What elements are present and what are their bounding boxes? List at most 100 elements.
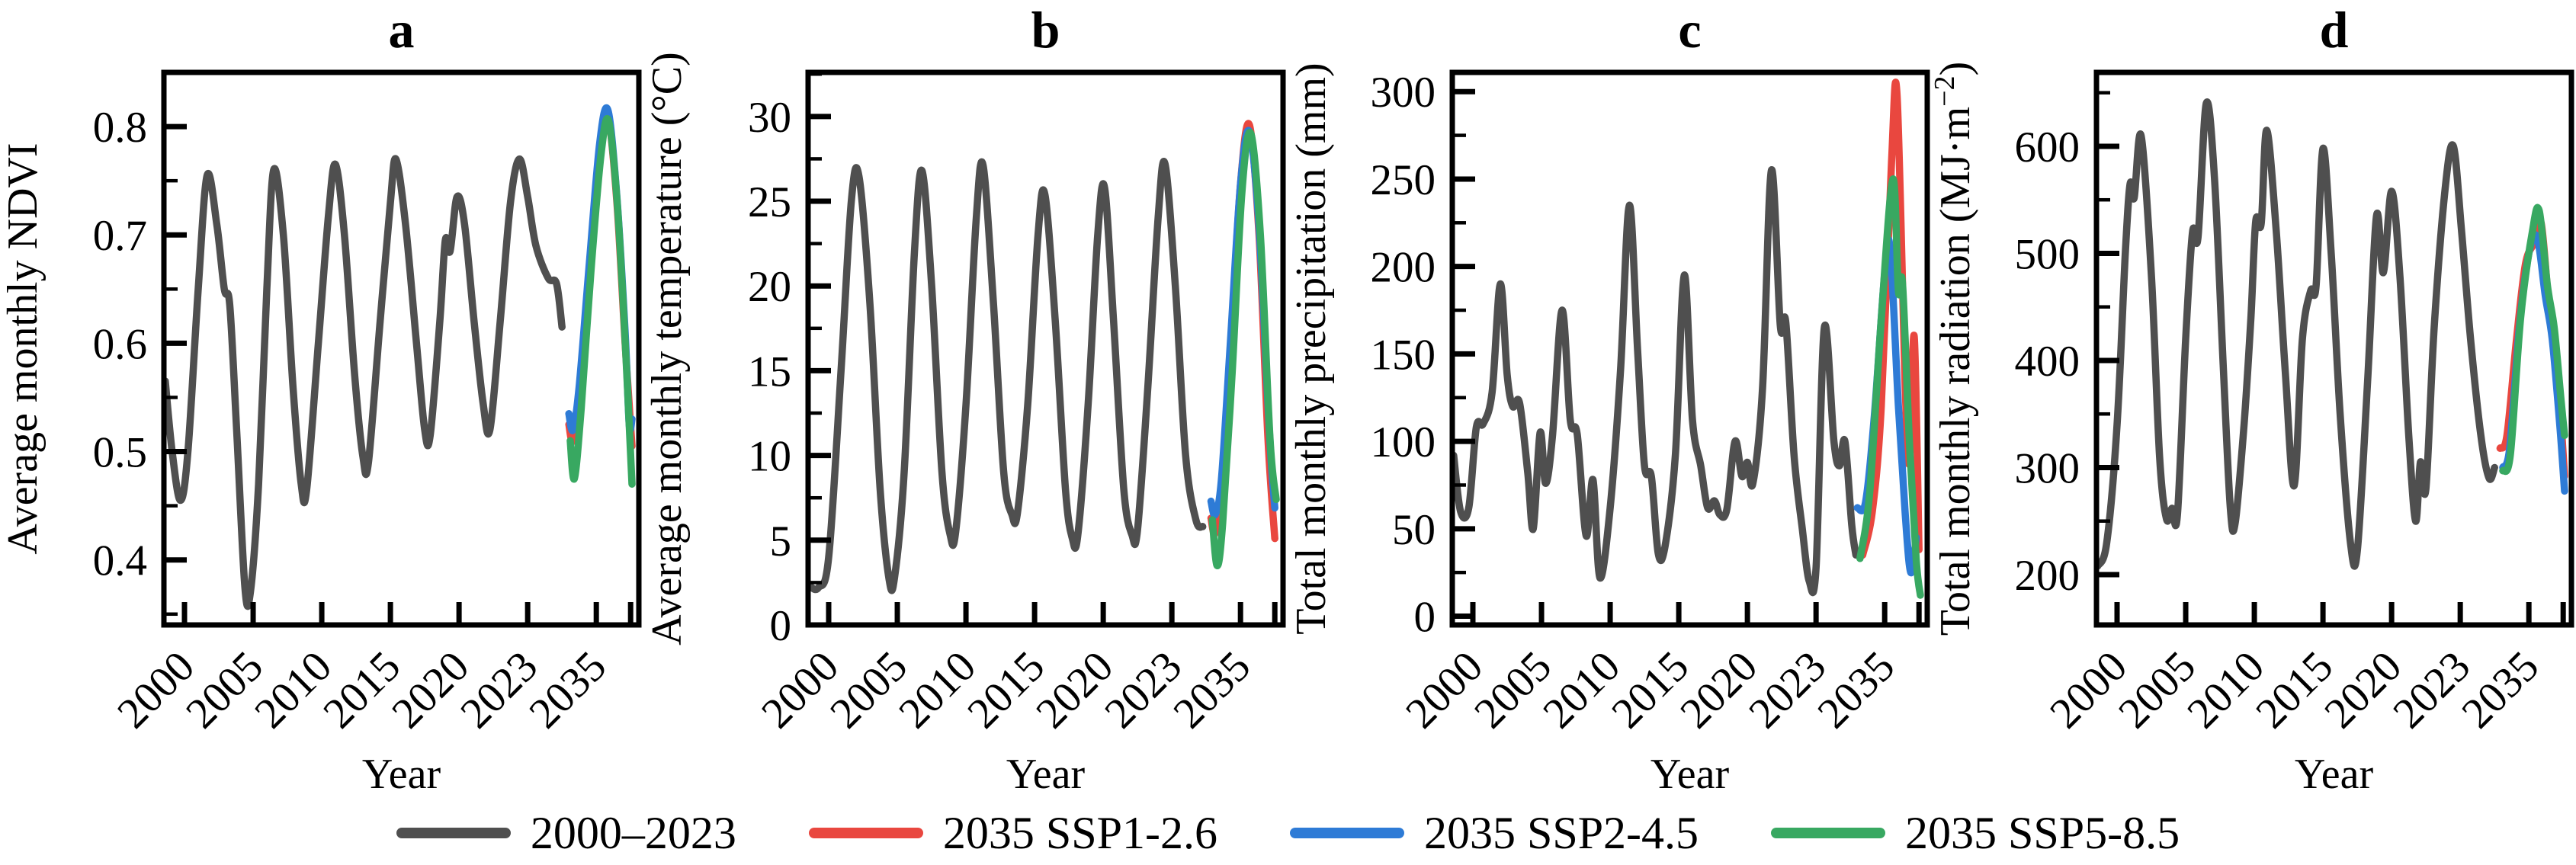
x-tick-label: 2005 (821, 642, 916, 738)
y-tick-label: 150 (1371, 331, 1436, 379)
x-tick-label: 2015 (1602, 642, 1698, 738)
panel-d: 2000 2005 2010 2015 2020 2023 2035 200 300 400 500… (1929, 0, 2576, 800)
y-tick-label: 200 (2015, 552, 2080, 600)
x-tick-label: 2035 (520, 642, 615, 738)
y-tick-label: 0.6 (93, 320, 147, 368)
panel-title: a (389, 1, 415, 59)
y-tick-label: 5 (770, 517, 792, 565)
y-tick-label: 0.8 (93, 104, 147, 152)
x-tick-label: 2000 (752, 642, 848, 738)
y-tick-label: 600 (2015, 123, 2080, 171)
x-tick-label: 2023 (1096, 642, 1191, 738)
series-ssp5 (2499, 203, 2568, 476)
plot-frame (2093, 69, 2574, 628)
series-ssp5 (566, 115, 636, 488)
x-tick-label: 2000 (2041, 642, 2136, 738)
legend-swatch-ssp5 (1771, 827, 1886, 838)
y-tick-label: 300 (2015, 444, 2080, 492)
plot-frame (805, 69, 1286, 628)
panel-title: c (1678, 1, 1701, 59)
x-tick-label: 2000 (1397, 642, 1492, 738)
panels-row: 2000 2005 2010 2015 2020 2023 2035 0.4 0.5 0.6 0.7… (0, 0, 2576, 800)
x-tick-label: 2000 (108, 642, 204, 738)
legend-label-ssp5: 2035 SSP5-8.5 (1905, 807, 2180, 858)
series-ssp5 (1856, 175, 1924, 599)
legend-label-historical: 2000–2023 (530, 807, 736, 858)
legend-swatch-ssp1 (808, 827, 923, 838)
y-axis-label: Total monthly radiation (MJ·m−2) (1929, 62, 1979, 636)
y-axis-label: Average monthly temperature (°C) (643, 52, 691, 646)
x-tick-label: 2015 (958, 642, 1054, 738)
x-tick-label: 2023 (2384, 642, 2479, 738)
x-tick-label: 2010 (890, 642, 985, 738)
x-tick-label: 2015 (314, 642, 409, 738)
y-tick-label: 400 (2015, 338, 2080, 386)
legend-label-ssp2: 2035 SSP2-4.5 (1423, 807, 1699, 858)
x-tick-label: 2035 (1164, 642, 1259, 738)
y-tick-label: 0 (770, 602, 792, 650)
y-tick-label: 10 (748, 433, 791, 481)
plot-frame (161, 69, 642, 628)
y-tick-label: 50 (1392, 506, 1436, 554)
x-axis-label: Year (2295, 751, 2374, 798)
series-historical (164, 155, 566, 610)
y-axis-label: Average monthly NDVI (0, 143, 47, 554)
x-tick-label: 2020 (1027, 642, 1122, 738)
x-tick-label: 2010 (1534, 642, 1629, 738)
series-historical (1452, 166, 1860, 597)
y-tick-label: 0.4 (93, 537, 147, 585)
x-tick-label: 2020 (1671, 642, 1766, 738)
y-tick-label: 0.5 (93, 429, 147, 477)
x-tick-label: 2023 (451, 642, 547, 738)
legend-item-historical: 2000–2023 (396, 810, 736, 856)
legend-swatch-ssp2 (1289, 827, 1404, 838)
x-tick-label: 2010 (2178, 642, 2273, 738)
y-tick-label: 200 (1371, 244, 1436, 292)
x-tick-label: 2023 (1740, 642, 1835, 738)
panel-a: 2000 2005 2010 2015 2020 2023 2035 0.4 0.5 0.6 0.7… (0, 0, 644, 800)
y-tick-label: 0.7 (93, 212, 147, 260)
y-tick-label: 30 (748, 94, 791, 142)
x-tick-label: 2015 (2247, 642, 2342, 738)
legend-item-ssp1: 2035 SSP1-2.6 (808, 807, 1217, 858)
legend-label-ssp1: 2035 SSP1-2.6 (942, 807, 1217, 858)
series-historical (2096, 98, 2498, 570)
panel-b: 2000 2005 2010 2015 2020 2023 2035 0 5 10 15 20 25 30… (643, 0, 1288, 800)
x-tick-label: 2035 (1808, 642, 1904, 738)
x-tick-label: 2005 (2109, 642, 2205, 738)
plot-frame (1449, 69, 1930, 628)
y-tick-label: 20 (748, 263, 791, 311)
x-tick-label: 2010 (245, 642, 341, 738)
y-tick-label: 100 (1371, 418, 1436, 466)
x-axis-label: Year (362, 751, 441, 798)
y-axis-label: Total monthly precipitation (mm) (1288, 62, 1335, 634)
x-tick-label: 2020 (383, 642, 478, 738)
series-ssp1 (1859, 78, 1923, 559)
x-tick-label: 2005 (177, 642, 272, 738)
y-tick-label: 250 (1371, 156, 1436, 204)
x-axis-label: Year (1651, 751, 1730, 798)
series-historical (808, 158, 1207, 594)
y-tick-label: 25 (748, 178, 791, 226)
x-tick-label: 2020 (2315, 642, 2411, 738)
x-tick-label: 2035 (2452, 642, 2548, 738)
panel-c: 2000 2005 2010 2015 2020 2023 2035 0 50 100 150 200… (1288, 0, 1933, 800)
legend-item-ssp2: 2035 SSP2-4.5 (1289, 807, 1699, 858)
y-tick-label: 300 (1371, 69, 1436, 117)
y-tick-label: 0 (1414, 594, 1436, 642)
panel-title: b (1031, 1, 1060, 59)
legend-item-ssp5: 2035 SSP5-8.5 (1771, 810, 2180, 856)
panel-title: d (2320, 1, 2349, 59)
x-tick-label: 2005 (1465, 642, 1561, 738)
series-ssp5 (1208, 128, 1280, 569)
y-tick-label: 15 (748, 348, 791, 396)
legend-swatch-historical (396, 827, 511, 838)
x-axis-label: Year (1006, 751, 1086, 798)
legend: 2000–2023 2035 SSP1-2.6 2035 SSP2-4.5 20… (0, 800, 2576, 865)
y-tick-label: 500 (2015, 230, 2080, 278)
